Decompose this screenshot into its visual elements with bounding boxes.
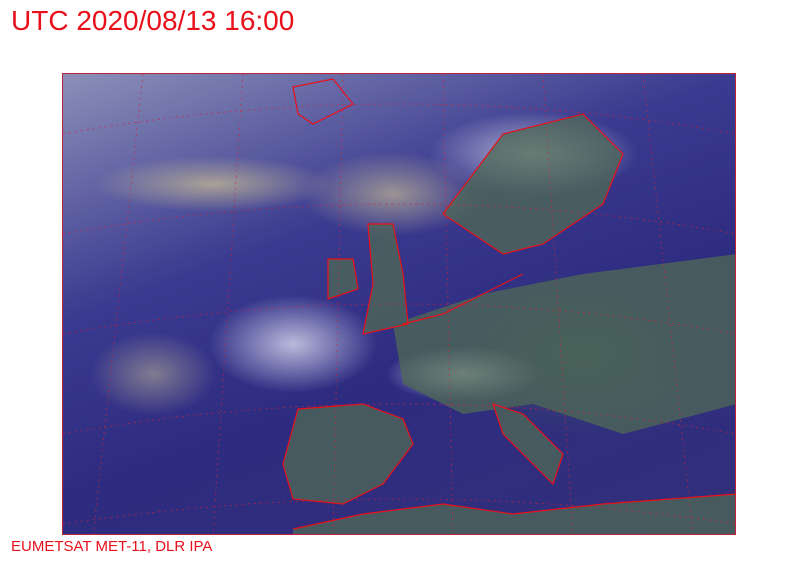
land-masses — [283, 114, 735, 534]
coastlines — [282, 78, 735, 530]
timestamp-title: UTC 2020/08/13 16:00 — [11, 5, 295, 36]
ireland — [328, 259, 358, 299]
italy — [493, 404, 563, 484]
lat-lon-grid — [63, 74, 735, 534]
data-source-credit: EUMETSAT MET-11, DLR IPA — [11, 538, 213, 555]
satellite-image — [62, 73, 736, 535]
great-britain — [363, 224, 408, 334]
central-europe — [393, 254, 735, 434]
map-overlay — [63, 74, 735, 534]
iberia — [283, 404, 413, 504]
scandinavia — [443, 114, 623, 254]
